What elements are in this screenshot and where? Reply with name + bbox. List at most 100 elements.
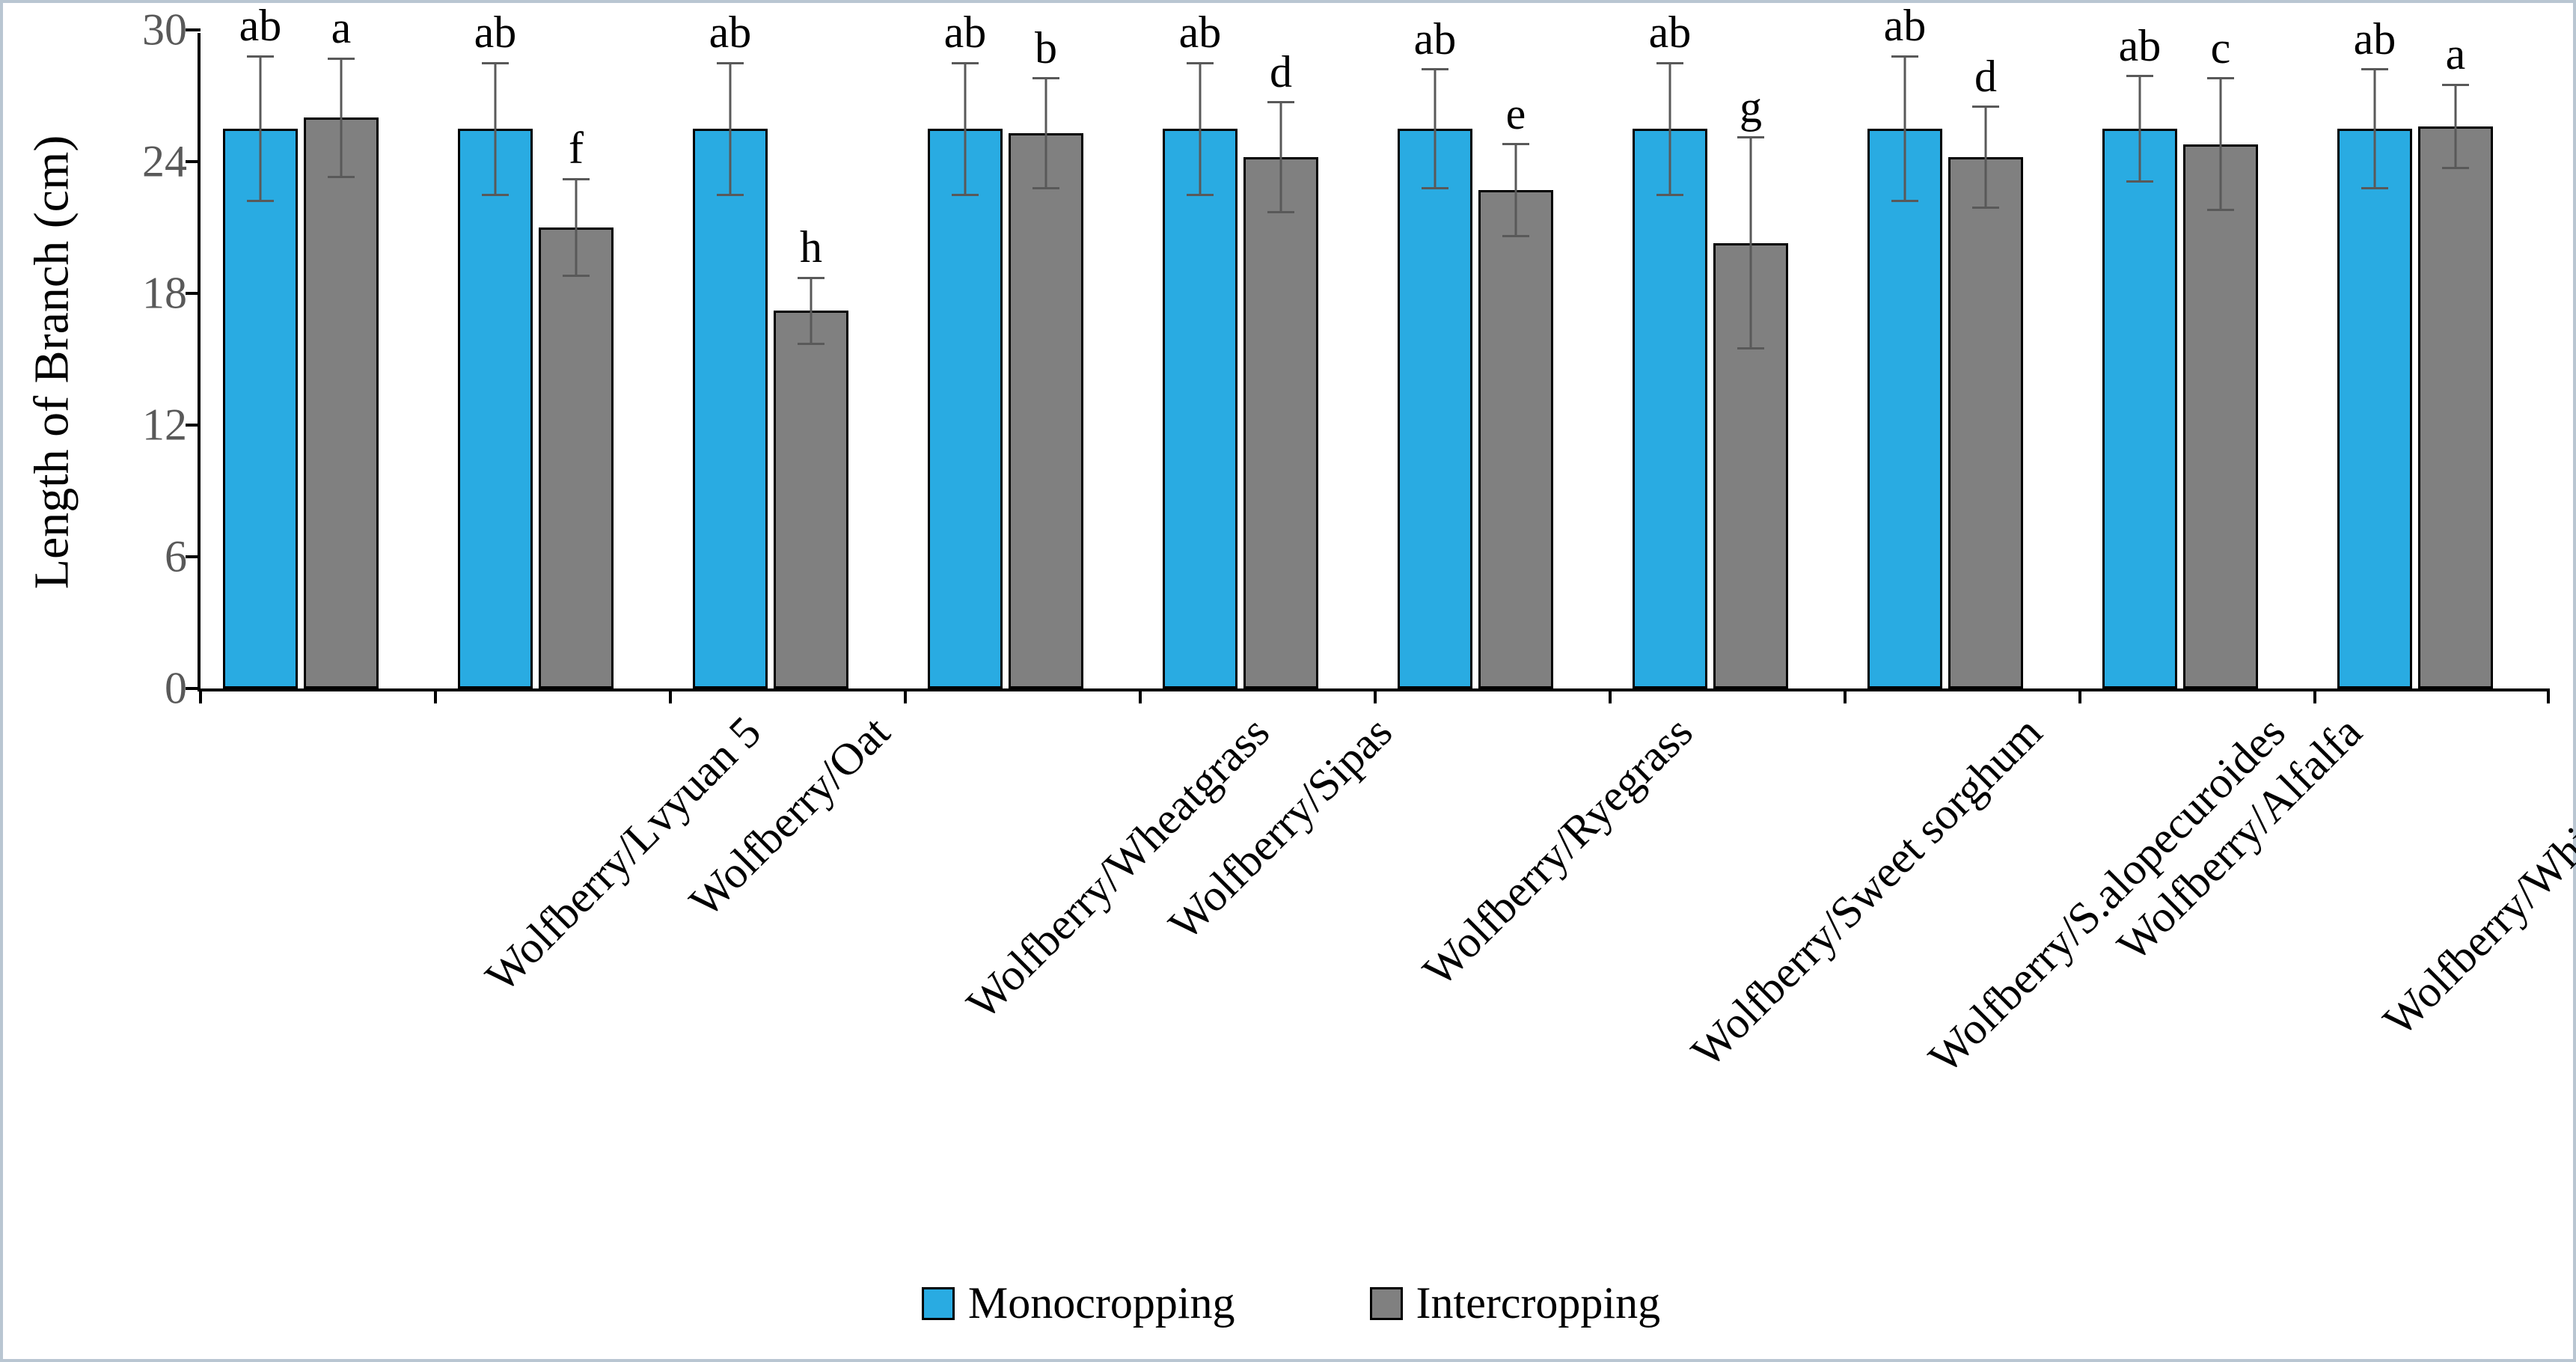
significance-letter-inter: d (1974, 51, 1997, 103)
error-bar-cap (563, 275, 590, 277)
bar-group: abf (435, 33, 670, 688)
x-axis-label: Wolfberry/White clover (2373, 706, 2576, 1046)
error-bar-cap (1032, 77, 1059, 79)
significance-letter-mono: ab (709, 7, 752, 58)
bar-inter (2418, 126, 2493, 688)
x-tick-mark (1374, 688, 1377, 703)
error-bar-cap (2207, 77, 2234, 79)
error-bar-cap (1422, 187, 1448, 189)
error-bar-line (2139, 76, 2141, 182)
error-bar-line (1750, 138, 1752, 349)
error-bar-cap (798, 343, 824, 345)
error-bar-cap (2361, 187, 2388, 189)
bar-mono (1163, 129, 1237, 688)
bar-group: abb (905, 33, 1140, 688)
error-bar-cap (2442, 84, 2469, 86)
y-tick-mark (186, 292, 201, 295)
error-bar-line (1045, 79, 1047, 189)
error-bar-cap (1187, 62, 1214, 64)
x-tick-mark (1139, 688, 1142, 703)
error-bar-cap (1502, 235, 1529, 237)
y-axis-title: Length of Branch (cm) (23, 135, 80, 590)
y-tick-mark (186, 424, 201, 427)
x-axis-label: Wolfberry/Ryegrass (1413, 706, 1703, 997)
chart-wrap: Length of Branch (cm) 0612182430abaabfab… (3, 33, 2576, 1230)
y-tick-label: 12 (97, 400, 187, 451)
error-bar-line (1280, 103, 1282, 213)
bar-mono (1633, 129, 1707, 688)
bar-group: abe (1375, 33, 1610, 688)
significance-letter-mono: ab (1649, 7, 1692, 58)
bar-inter (1009, 133, 1083, 688)
bar-mono (928, 129, 1003, 688)
error-bar-cap (952, 62, 979, 64)
error-bar-cap (1422, 68, 1448, 70)
bar-mono (1867, 129, 1942, 688)
error-bar-cap (1502, 143, 1529, 145)
error-bar-line (810, 278, 813, 343)
bar-group: abd (1845, 33, 2080, 688)
error-bar-cap (717, 194, 744, 196)
bar-group: aba (201, 33, 435, 688)
error-bar-line (575, 179, 578, 275)
error-bar-line (1199, 63, 1202, 195)
bar-inter (539, 227, 614, 688)
error-bar-line (2374, 70, 2376, 188)
y-tick-label: 24 (97, 136, 187, 188)
significance-letter-inter: b (1035, 22, 1057, 74)
bar-inter (2183, 144, 2258, 688)
legend-swatch-intercropping (1370, 1287, 1403, 1320)
error-bar-cap (1972, 207, 1999, 209)
chart-outer-frame: Length of Branch (cm) 0612182430abaabfab… (0, 0, 2576, 1362)
error-bar-line (2220, 79, 2222, 210)
error-bar-cap (247, 55, 274, 58)
error-bar-line (495, 63, 497, 195)
x-tick-mark (1844, 688, 1847, 703)
x-tick-mark (2547, 688, 2550, 703)
error-bar-cap (1972, 106, 1999, 108)
x-tick-mark (434, 688, 437, 703)
y-tick-label: 0 (97, 663, 187, 715)
bar-group: abc (2080, 33, 2315, 688)
significance-letter-mono: ab (1179, 7, 1222, 58)
significance-letter-inter: c (2211, 22, 2231, 74)
y-tick-label: 18 (97, 268, 187, 320)
y-tick-mark (186, 28, 201, 31)
error-bar-cap (328, 58, 355, 60)
error-bar-line (1515, 144, 1517, 236)
bar-inter (1478, 190, 1553, 688)
significance-letter-inter: e (1506, 88, 1526, 140)
legend-item-monocropping: Monocropping (922, 1277, 1235, 1329)
error-bar-cap (1737, 136, 1764, 138)
error-bar-cap (2442, 167, 2469, 169)
legend-label-monocropping: Monocropping (968, 1277, 1235, 1329)
significance-letter-mono: ab (944, 7, 987, 58)
error-bar-cap (482, 62, 509, 64)
bar-mono (458, 129, 533, 688)
significance-letter-inter: g (1740, 82, 1762, 133)
significance-letter-inter: f (569, 123, 584, 174)
error-bar-cap (1737, 347, 1764, 349)
bar-mono (223, 129, 298, 688)
significance-letter-mono: ab (2354, 13, 2396, 65)
bar-mono (693, 129, 768, 688)
y-tick-label: 6 (97, 531, 187, 583)
bar-mono (2102, 129, 2177, 688)
error-bar-line (1904, 56, 1906, 201)
error-bar-cap (482, 194, 509, 196)
x-tick-mark (1609, 688, 1612, 703)
error-bar-line (729, 63, 732, 195)
legend-swatch-monocropping (922, 1287, 955, 1320)
significance-letter-mono: ab (2119, 20, 2162, 72)
error-bar-cap (2361, 68, 2388, 70)
bar-group: abg (1610, 33, 1845, 688)
legend-item-intercropping: Intercropping (1370, 1277, 1661, 1329)
plot-area: 0612182430abaabfabhabbabdabeabgabdabcaba (198, 33, 2547, 691)
error-bar-cap (563, 178, 590, 180)
error-bar-cap (717, 62, 744, 64)
bar-inter (774, 311, 848, 688)
error-bar-cap (2126, 180, 2153, 183)
y-tick-mark (186, 555, 201, 558)
error-bar-cap (1656, 194, 1683, 196)
error-bar-cap (952, 194, 979, 196)
